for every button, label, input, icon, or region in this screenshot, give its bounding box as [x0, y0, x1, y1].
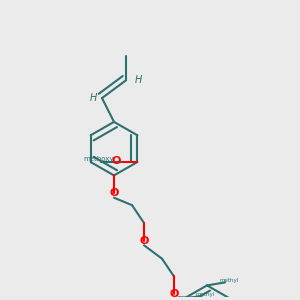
Text: O: O: [112, 155, 121, 166]
Text: methyl: methyl: [196, 292, 215, 297]
Text: H: H: [89, 93, 97, 103]
Text: O: O: [109, 188, 119, 198]
Text: O: O: [139, 236, 149, 246]
Text: methoxy: methoxy: [83, 155, 114, 161]
Text: methyl: methyl: [219, 278, 238, 284]
Text: O: O: [169, 289, 179, 299]
Text: H: H: [134, 75, 142, 85]
